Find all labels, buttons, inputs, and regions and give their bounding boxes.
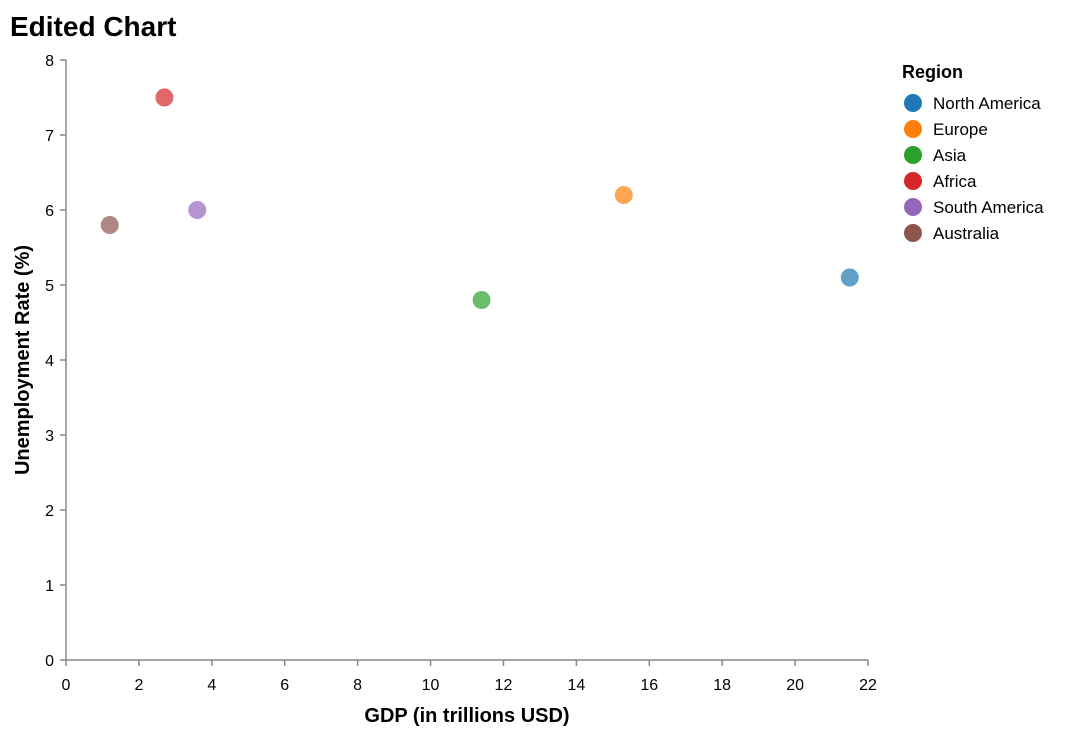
y-axis-title: Unemployment Rate (%) (12, 245, 34, 475)
data-points (100, 88, 859, 309)
legend: Region North America Europe Asia Africa Sout… (902, 62, 1044, 243)
legend-swatch-australia (904, 224, 922, 242)
y-tick-label: 5 (45, 278, 54, 295)
x-tick-label: 4 (207, 677, 216, 694)
legend-items: North America Europe Asia Africa South Ameri… (904, 94, 1044, 243)
data-point-north-america[interactable] (840, 268, 859, 287)
x-tick-label: 8 (353, 677, 362, 694)
data-point-asia[interactable] (472, 291, 491, 309)
x-tick-label: 12 (495, 677, 513, 694)
legend-label-africa: Africa (933, 172, 977, 191)
legend-label-europe: Europe (933, 120, 988, 139)
data-point-south-america[interactable] (188, 201, 207, 219)
legend-label-north-america: North America (933, 94, 1041, 113)
x-axis-title: GDP (in trillions USD) (364, 705, 569, 727)
legend-label-asia: Asia (933, 146, 967, 165)
y-tick-label: 3 (45, 428, 54, 445)
legend-label-south-america: South America (933, 198, 1044, 217)
y-tick-label: 6 (45, 203, 54, 220)
legend-swatch-asia (904, 146, 922, 164)
chart-title: Edited Chart (10, 11, 176, 42)
x-tick-label: 20 (786, 677, 804, 694)
y-axis-ticks: 0 1 2 3 4 5 6 7 8 (45, 53, 66, 670)
legend-title: Region (902, 62, 963, 82)
x-tick-label: 14 (567, 677, 585, 694)
x-tick-label: 6 (280, 677, 289, 694)
x-tick-label: 18 (713, 677, 731, 694)
data-point-africa[interactable] (155, 88, 174, 107)
x-tick-label: 16 (640, 677, 658, 694)
x-axis-ticks: 0 2 4 6 8 10 12 14 16 18 20 22 (62, 660, 877, 694)
legend-swatch-north-america (904, 94, 922, 112)
x-tick-label: 22 (859, 677, 877, 694)
legend-label-australia: Australia (933, 224, 1000, 243)
data-point-europe[interactable] (614, 186, 633, 204)
y-tick-label: 8 (45, 53, 54, 70)
legend-swatch-africa (904, 172, 922, 190)
x-tick-label: 10 (422, 677, 440, 694)
y-tick-label: 4 (45, 353, 54, 370)
data-point-australia[interactable] (100, 216, 119, 234)
y-tick-label: 2 (45, 503, 54, 520)
y-tick-label: 7 (45, 128, 54, 145)
y-tick-label: 0 (45, 653, 54, 670)
x-tick-label: 0 (62, 677, 71, 694)
y-tick-label: 1 (45, 578, 54, 595)
legend-swatch-south-america (904, 198, 922, 216)
x-tick-label: 2 (134, 677, 143, 694)
legend-swatch-europe (904, 120, 922, 138)
